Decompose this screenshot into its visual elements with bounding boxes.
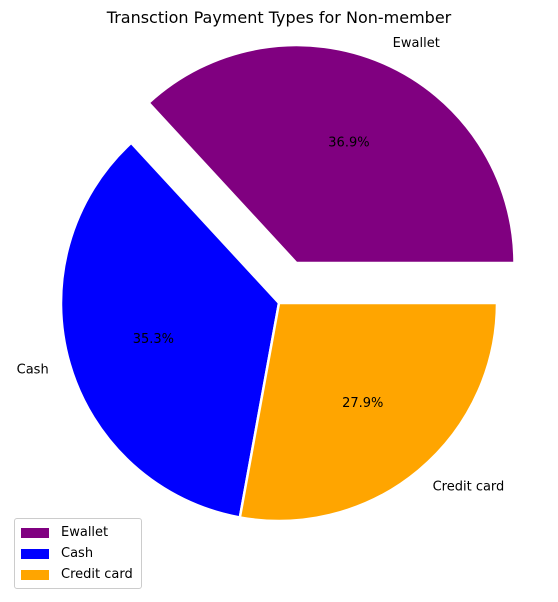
pct-label-cash: 35.3% [133,332,174,347]
pct-label-ewallet: 36.9% [328,136,369,151]
pie-slice-ewallet [147,43,516,265]
chart-title: Transction Payment Types for Non-member [106,8,452,27]
slice-label-ewallet: Ewallet [393,36,440,51]
slice-label-cash: Cash [17,362,49,377]
slice-label-credit-card: Credit card [433,480,505,495]
legend-item-cash: Cash [21,543,133,564]
legend-swatch-cash [21,548,49,559]
pie-slice-cash [59,141,281,519]
legend-label-credit-card: Credit card [61,567,133,582]
legend-label-ewallet: Ewallet [61,525,109,540]
legend-swatch-ewallet [21,527,49,538]
legend-label-cash: Cash [61,546,94,561]
legend-swatch-credit-card [21,569,49,580]
chart-legend: Ewallet Cash Credit card [14,518,142,589]
pct-label-credit-card: 27.9% [342,396,383,411]
pie-labels: 36.9% Ewallet 35.3% Cash 27.9% Credit card [17,36,505,495]
pie-slices [59,43,516,523]
legend-item-credit-card: Credit card [21,564,133,585]
legend-item-ewallet: Ewallet [21,522,133,543]
pie-slice-credit-card [238,301,499,523]
